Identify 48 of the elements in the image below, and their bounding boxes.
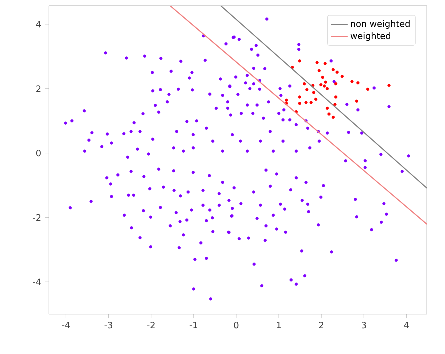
point xyxy=(310,101,313,105)
point xyxy=(316,61,319,65)
y-tick-label: 4 xyxy=(36,21,42,28)
x-tick-label: 0 xyxy=(234,322,239,329)
point xyxy=(321,76,324,80)
point xyxy=(298,96,302,100)
point xyxy=(326,88,330,91)
point xyxy=(328,112,331,116)
point xyxy=(336,71,339,74)
x-tick-label: 1 xyxy=(277,322,282,329)
point xyxy=(302,82,306,86)
y-tick-label: 0 xyxy=(36,150,41,157)
point xyxy=(326,107,330,110)
point xyxy=(334,103,337,106)
legend-label: non weighted xyxy=(351,20,410,30)
point xyxy=(324,81,328,84)
point xyxy=(306,88,309,92)
point xyxy=(356,82,360,85)
point xyxy=(334,96,338,100)
x-tick-label: 4 xyxy=(404,322,410,329)
x-tick-label: -3 xyxy=(104,322,112,329)
point xyxy=(332,68,336,72)
point xyxy=(298,60,302,63)
point xyxy=(314,98,318,102)
point xyxy=(340,75,344,78)
legend-label: weighted xyxy=(350,32,390,42)
x-tick-label: -4 xyxy=(62,322,70,329)
point xyxy=(304,101,308,105)
point xyxy=(298,102,302,106)
point xyxy=(322,84,326,88)
x-tick-label: 3 xyxy=(362,322,366,329)
point xyxy=(312,91,316,95)
point xyxy=(388,84,391,88)
point xyxy=(334,82,338,86)
point xyxy=(320,84,323,87)
y-tick-label: 2 xyxy=(36,86,41,92)
x-tick-label: -2 xyxy=(147,322,155,329)
point xyxy=(350,80,354,84)
x-tick-label: 2 xyxy=(319,322,324,329)
point xyxy=(366,88,370,92)
point xyxy=(355,100,358,104)
point xyxy=(332,116,336,120)
point xyxy=(318,69,322,73)
y-tick-label: -2 xyxy=(33,214,41,222)
point xyxy=(324,62,327,66)
y-tick-label: -4 xyxy=(33,279,42,286)
point xyxy=(285,99,288,102)
x-tick-label: -1 xyxy=(190,322,198,329)
